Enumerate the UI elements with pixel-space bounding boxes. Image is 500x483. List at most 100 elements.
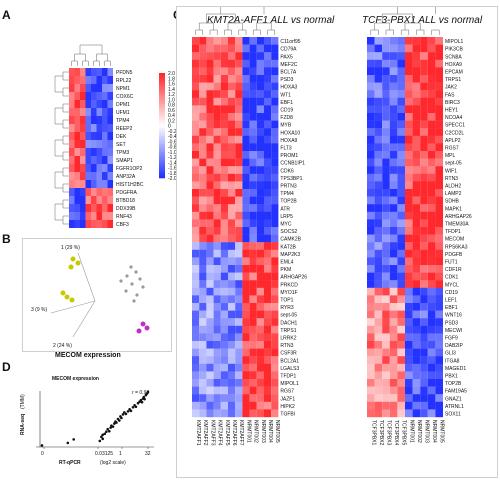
heatmap-cell bbox=[367, 272, 375, 281]
heatmap-cell bbox=[91, 84, 97, 92]
heatmap-cell bbox=[427, 325, 436, 334]
heatmap-cell bbox=[192, 356, 200, 364]
heatmap-cell bbox=[420, 318, 428, 326]
heatmap-cell bbox=[220, 310, 228, 319]
pca-point-yellow bbox=[70, 256, 76, 262]
heatmap-cell bbox=[389, 341, 398, 349]
heatmap-cell bbox=[389, 151, 398, 159]
heatmap-cell bbox=[192, 44, 200, 53]
heatmap-cell bbox=[220, 401, 228, 410]
heatmap-cell bbox=[271, 348, 279, 357]
heatmap-cell bbox=[102, 188, 108, 196]
heatmap-cell bbox=[256, 394, 264, 402]
heatmap-cell bbox=[242, 181, 250, 190]
heatmap-cell bbox=[367, 394, 375, 402]
colorbar-tick-label: 0.2 bbox=[168, 118, 175, 124]
heatmap-cell bbox=[271, 128, 279, 136]
colorbar-segment bbox=[159, 136, 165, 139]
heatmap-cell bbox=[242, 204, 250, 212]
heatmap-cell bbox=[389, 166, 398, 174]
heatmap-cell bbox=[435, 249, 443, 258]
heatmap-cell bbox=[271, 280, 279, 288]
heatmap-cell bbox=[420, 158, 428, 167]
heatmap-cell bbox=[249, 333, 257, 342]
heatmap-cell bbox=[228, 265, 236, 273]
heatmap-cell bbox=[107, 84, 113, 92]
heatmap-cell bbox=[220, 181, 228, 190]
heatmap-cell bbox=[420, 67, 428, 76]
heatmap-cell bbox=[389, 371, 398, 380]
gene-label: MAP2K3 bbox=[280, 252, 300, 258]
heatmap-cell bbox=[192, 128, 200, 136]
heatmap-cell bbox=[206, 318, 214, 326]
heatmap-cell bbox=[213, 348, 221, 357]
dendrogram-branch bbox=[370, 29, 379, 35]
heatmap-cell bbox=[397, 265, 405, 273]
heatmap-cell bbox=[420, 37, 428, 45]
scatter-point bbox=[136, 401, 140, 405]
heatmap-cell bbox=[389, 173, 398, 182]
heatmap-cell bbox=[242, 287, 250, 296]
heatmap-cell bbox=[264, 181, 272, 190]
heatmap-cell bbox=[420, 113, 428, 121]
heatmap-cell bbox=[382, 379, 390, 387]
heatmap-cell bbox=[256, 37, 264, 45]
heatmap-cell bbox=[435, 265, 443, 273]
heatmap-cell bbox=[435, 173, 443, 182]
heatmap-cell bbox=[374, 272, 383, 281]
heatmap-cell bbox=[199, 325, 207, 334]
heatmap-cell bbox=[228, 211, 236, 220]
heatmap-cell bbox=[256, 371, 264, 380]
heatmap-cell bbox=[80, 148, 86, 156]
heatmap-cell bbox=[199, 97, 207, 106]
heatmap-cell bbox=[435, 113, 443, 121]
dendrogram-branch bbox=[431, 29, 440, 35]
pca-axis-1 bbox=[77, 252, 96, 302]
heatmap-cell bbox=[367, 52, 375, 60]
heatmap-cell bbox=[374, 325, 383, 334]
heatmap-cell bbox=[192, 394, 200, 402]
heatmap-cell bbox=[220, 356, 228, 364]
heatmap-cell bbox=[85, 108, 91, 116]
heatmap-cell bbox=[435, 401, 443, 410]
heatmap-cell bbox=[242, 151, 250, 159]
sample-label: NRMT005 bbox=[274, 420, 280, 443]
heatmap-cell bbox=[389, 143, 398, 152]
gene-label: PDGFRA bbox=[116, 190, 138, 196]
heatmap-cell bbox=[420, 181, 428, 190]
heatmap-cell bbox=[412, 341, 421, 349]
heatmap-cell bbox=[256, 249, 264, 258]
heatmap-cell bbox=[220, 67, 228, 76]
heatmap-cell bbox=[80, 132, 86, 140]
heatmap-cell bbox=[382, 196, 390, 205]
heatmap-cell bbox=[412, 265, 421, 273]
heatmap-cell bbox=[220, 303, 228, 311]
heatmap-cell bbox=[382, 90, 390, 98]
colorbar-segment bbox=[159, 164, 165, 168]
heatmap-cell bbox=[199, 371, 207, 380]
heatmap-cell bbox=[91, 212, 97, 220]
gene-label: LRP5 bbox=[280, 214, 293, 220]
heatmap-cell bbox=[249, 371, 257, 380]
heatmap-cell bbox=[199, 189, 207, 197]
heatmap-cell bbox=[199, 379, 207, 387]
heatmap-cell bbox=[382, 135, 390, 144]
heatmap-cell bbox=[228, 394, 236, 402]
colorbar-tick-label: -0.8 bbox=[168, 145, 177, 151]
heatmap-cell bbox=[271, 181, 279, 190]
heatmap-cell bbox=[220, 341, 228, 349]
heatmap-cell bbox=[228, 371, 236, 380]
heatmap-cell bbox=[367, 128, 375, 136]
heatmap-cell bbox=[249, 234, 257, 243]
heatmap-cell bbox=[220, 379, 228, 387]
dendrogram-branch bbox=[385, 29, 394, 35]
heatmap-cell bbox=[420, 249, 428, 258]
colorbar-segment bbox=[159, 167, 165, 171]
heatmap-cell bbox=[213, 265, 221, 273]
heatmap-cell bbox=[91, 76, 97, 84]
heatmap-cell bbox=[374, 341, 383, 349]
heatmap-cell bbox=[405, 158, 413, 167]
heatmap-cell bbox=[389, 158, 398, 167]
heatmap-cell bbox=[206, 52, 214, 60]
heatmap-cell bbox=[96, 116, 102, 124]
